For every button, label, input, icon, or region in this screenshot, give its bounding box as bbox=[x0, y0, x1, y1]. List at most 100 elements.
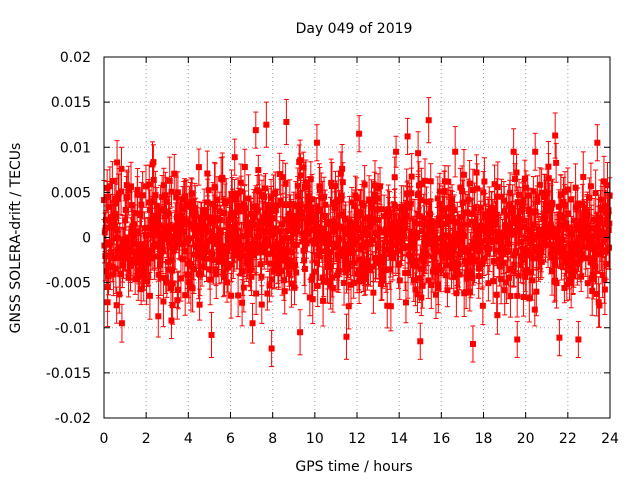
data-point bbox=[237, 179, 244, 186]
data-point bbox=[149, 229, 156, 236]
data-point bbox=[321, 212, 328, 219]
data-point bbox=[203, 223, 210, 230]
data-point bbox=[344, 260, 351, 267]
data-point bbox=[336, 236, 343, 243]
data-point bbox=[284, 248, 291, 255]
data-point bbox=[197, 251, 204, 258]
data-point bbox=[345, 249, 352, 256]
data-point bbox=[216, 244, 223, 251]
data-point bbox=[311, 240, 318, 247]
data-point bbox=[254, 208, 261, 215]
data-point bbox=[159, 233, 166, 240]
data-point bbox=[279, 268, 286, 275]
data-point bbox=[196, 301, 203, 308]
data-point bbox=[199, 244, 206, 251]
data-point bbox=[144, 231, 151, 238]
data-point bbox=[103, 253, 110, 260]
data-point bbox=[313, 233, 320, 240]
data-point bbox=[110, 224, 117, 231]
data-point bbox=[305, 202, 312, 209]
data-point bbox=[244, 231, 251, 238]
data-point bbox=[156, 261, 163, 268]
data-point bbox=[171, 170, 178, 177]
data-point bbox=[316, 187, 323, 194]
data-point bbox=[340, 225, 347, 232]
data-point bbox=[159, 243, 166, 250]
data-point bbox=[244, 258, 251, 265]
data-point bbox=[122, 206, 129, 213]
data-point bbox=[197, 271, 204, 278]
data-point bbox=[337, 223, 344, 230]
data-point bbox=[134, 191, 141, 198]
data-point bbox=[231, 196, 238, 203]
data-point bbox=[204, 199, 211, 206]
data-point bbox=[147, 206, 154, 213]
data-point bbox=[314, 224, 321, 231]
data-point bbox=[121, 236, 128, 243]
data-point bbox=[130, 232, 137, 239]
data-point bbox=[145, 249, 152, 256]
data-point bbox=[236, 254, 243, 261]
data-point bbox=[277, 228, 284, 235]
data-point bbox=[118, 165, 125, 172]
data-point bbox=[326, 236, 333, 243]
data-point bbox=[161, 226, 168, 233]
data-point bbox=[327, 219, 334, 226]
data-point bbox=[176, 234, 183, 241]
data-point bbox=[290, 212, 297, 219]
data-point bbox=[138, 286, 145, 293]
data-point bbox=[253, 249, 260, 256]
data-point bbox=[315, 252, 322, 259]
data-point bbox=[160, 298, 167, 305]
data-point bbox=[141, 225, 148, 232]
data-point bbox=[210, 257, 217, 264]
data-point bbox=[220, 249, 227, 256]
data-point bbox=[329, 285, 336, 292]
data-point bbox=[141, 269, 148, 276]
data-point bbox=[252, 203, 259, 210]
data-point bbox=[135, 256, 142, 263]
data-point bbox=[159, 194, 166, 201]
data-point bbox=[233, 230, 240, 237]
data-point bbox=[106, 241, 113, 248]
data-point bbox=[216, 208, 223, 215]
data-point bbox=[199, 263, 206, 270]
data-point bbox=[127, 257, 134, 264]
data-point bbox=[181, 228, 188, 235]
data-point bbox=[117, 271, 124, 278]
chart-title: Day 049 of 2019 bbox=[296, 21, 413, 37]
data-point bbox=[270, 230, 277, 237]
data-point bbox=[262, 218, 269, 225]
data-point bbox=[192, 212, 199, 219]
data-point bbox=[269, 250, 276, 257]
data-point bbox=[264, 251, 271, 258]
data-point bbox=[145, 260, 152, 267]
data-point bbox=[156, 222, 163, 229]
data-point bbox=[351, 202, 358, 209]
data-point bbox=[232, 224, 239, 231]
data-point bbox=[311, 268, 318, 275]
data-point bbox=[198, 220, 205, 227]
data-point bbox=[286, 270, 293, 277]
data-point bbox=[132, 276, 139, 283]
data-point bbox=[275, 262, 282, 269]
data-point bbox=[206, 266, 213, 273]
data-point bbox=[267, 221, 274, 228]
data-point bbox=[292, 261, 299, 268]
data-point bbox=[286, 210, 293, 217]
data-point bbox=[105, 272, 112, 279]
data-point bbox=[136, 260, 143, 267]
data-point bbox=[154, 216, 161, 223]
data-point bbox=[118, 320, 125, 327]
data-point bbox=[332, 205, 339, 212]
data-point bbox=[212, 204, 219, 211]
data-point bbox=[272, 252, 279, 259]
data-point bbox=[307, 211, 314, 218]
data-point bbox=[285, 235, 292, 242]
data-point bbox=[109, 264, 116, 271]
data-point bbox=[273, 225, 280, 232]
data-point bbox=[330, 228, 337, 235]
data-point bbox=[163, 279, 170, 286]
data-point bbox=[239, 299, 246, 306]
data-point bbox=[215, 258, 222, 265]
